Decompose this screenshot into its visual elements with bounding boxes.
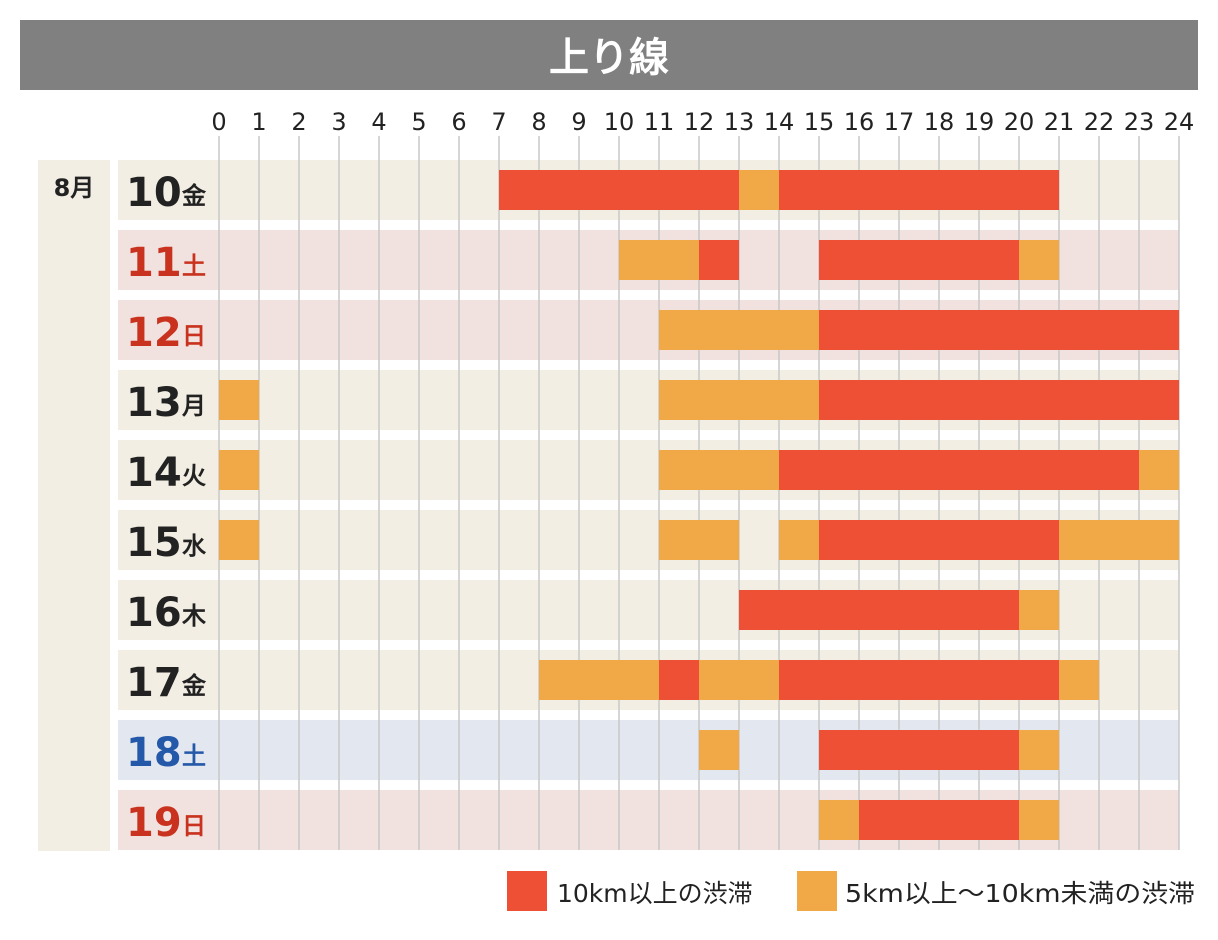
legend-swatch-severe <box>507 871 547 911</box>
x-tick-label: 12 <box>684 108 715 136</box>
weekday-label: 木 <box>181 602 207 630</box>
date-labels: 10 金11 土12 日13 月14 火15 水16 木17 金18 土19 日 <box>126 170 207 846</box>
x-tick-label: 3 <box>331 108 346 136</box>
x-tick-label: 7 <box>491 108 506 136</box>
day-number: 10 <box>126 170 182 216</box>
day-number: 15 <box>126 520 182 566</box>
congestion-bar-moderate <box>659 310 819 350</box>
x-tick-label: 0 <box>211 108 226 136</box>
congestion-bar-severe <box>699 240 739 280</box>
x-tick-label: 2 <box>291 108 306 136</box>
x-tick-label: 8 <box>531 108 546 136</box>
congestion-bar-severe <box>819 240 1019 280</box>
congestion-bar-moderate <box>219 520 259 560</box>
weekday-label: 日 <box>182 322 206 350</box>
hour-axis: 0 1 2 3 4 5 6 7 8 9 10 11 12 13 14 15 16 17 18 19 20 21 22 23 24 <box>211 108 1194 136</box>
congestion-bar-severe <box>819 380 1179 420</box>
congestion-bar-moderate <box>219 450 259 490</box>
congestion-bar-severe <box>819 730 1019 770</box>
congestion-bar-moderate <box>219 380 259 420</box>
x-tick-label: 11 <box>644 108 675 136</box>
legend-label-severe: 10km以上の渋滞 <box>557 879 753 908</box>
day-number: 14 <box>126 450 182 496</box>
congestion-bar-moderate <box>1019 240 1059 280</box>
day-number: 11 <box>126 240 182 286</box>
congestion-bar-moderate <box>739 170 779 210</box>
x-tick-label: 22 <box>1084 108 1115 136</box>
congestion-bar-moderate <box>779 520 819 560</box>
x-tick-label: 16 <box>844 108 875 136</box>
x-tick-label: 9 <box>571 108 586 136</box>
congestion-bar-moderate <box>1059 520 1179 560</box>
x-tick-label: 15 <box>804 108 835 136</box>
congestion-bar-moderate <box>1019 730 1059 770</box>
x-tick-label: 18 <box>924 108 955 136</box>
day-number: 19 <box>126 800 182 846</box>
chart-title: 上り線 <box>549 35 669 81</box>
legend: 10km以上の渋滞 5km以上〜10km未満の渋滞 <box>507 871 1195 911</box>
congestion-bar-moderate <box>539 660 659 700</box>
congestion-bar-moderate <box>659 380 819 420</box>
congestion-bar-moderate <box>699 730 739 770</box>
x-tick-label: 20 <box>1004 108 1035 136</box>
weekday-label: 水 <box>182 532 207 560</box>
congestion-bar-severe <box>499 170 739 210</box>
congestion-bar-severe <box>659 660 699 700</box>
weekday-label: 火 <box>182 462 206 490</box>
x-tick-label: 4 <box>371 108 386 136</box>
weekday-label: 金 <box>181 182 207 210</box>
congestion-bar-severe <box>779 450 1139 490</box>
congestion-bar-moderate <box>659 520 739 560</box>
x-tick-label: 6 <box>451 108 466 136</box>
congestion-bar-severe <box>819 520 1059 560</box>
day-number: 17 <box>126 660 182 706</box>
congestion-bar-moderate <box>659 450 779 490</box>
congestion-bar-severe <box>779 170 1059 210</box>
congestion-bar-severe <box>859 800 1019 840</box>
x-tick-label: 1 <box>251 108 266 136</box>
weekday-label: 日 <box>182 812 206 840</box>
x-tick-label: 24 <box>1164 108 1195 136</box>
day-number: 12 <box>126 310 182 356</box>
day-number: 16 <box>126 590 182 636</box>
x-tick-label: 13 <box>724 108 755 136</box>
congestion-bar-moderate <box>1019 800 1059 840</box>
x-tick-label: 17 <box>884 108 915 136</box>
x-tick-label: 5 <box>411 108 426 136</box>
month-column <box>38 160 110 851</box>
weekday-label: 土 <box>182 252 206 280</box>
month-label: 8月 <box>54 174 95 202</box>
weekday-label: 金 <box>181 672 207 700</box>
legend-label-moderate: 5km以上〜10km未満の渋滞 <box>845 879 1195 908</box>
x-tick-label: 10 <box>604 108 635 136</box>
title-banner <box>20 20 1198 90</box>
day-number: 18 <box>126 730 182 776</box>
congestion-bar-severe <box>819 310 1179 350</box>
weekday-label: 月 <box>181 392 206 420</box>
x-tick-label: 19 <box>964 108 995 136</box>
congestion-bar-moderate <box>819 800 859 840</box>
x-tick-label: 21 <box>1044 108 1075 136</box>
x-tick-label: 14 <box>764 108 795 136</box>
x-tick-label: 23 <box>1124 108 1155 136</box>
congestion-bar-moderate <box>699 660 779 700</box>
legend-swatch-moderate <box>797 871 837 911</box>
weekday-label: 土 <box>182 742 206 770</box>
congestion-bar-severe <box>739 590 1019 630</box>
congestion-bars <box>219 170 1179 840</box>
day-number: 13 <box>126 380 182 426</box>
congestion-bar-moderate <box>1019 590 1059 630</box>
congestion-bar-moderate <box>1139 450 1179 490</box>
congestion-bar-severe <box>779 660 1059 700</box>
congestion-bar-moderate <box>619 240 699 280</box>
congestion-bar-moderate <box>1059 660 1099 700</box>
